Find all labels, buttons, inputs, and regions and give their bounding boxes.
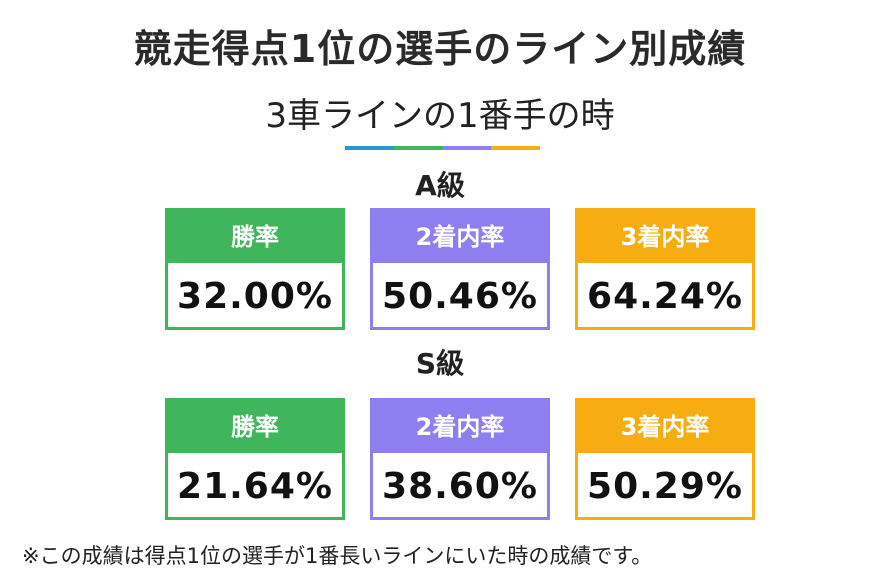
s-class-top2-rate-value: 38.60%: [382, 466, 538, 507]
s-class-top3-rate-label: 3着内率: [578, 401, 752, 453]
a-class-top3-rate-value: 64.24%: [587, 276, 743, 317]
a-class-top3-rate-label: 3着内率: [578, 211, 752, 263]
color-bar-green-segment: [393, 146, 443, 150]
s-class-win-rate-card: 勝率 21.64%: [165, 398, 345, 520]
s-class-win-rate-value: 21.64%: [177, 466, 333, 507]
s-class-win-rate-label: 勝率: [168, 401, 342, 453]
a-class-top2-rate-card: 2着内率 50.46%: [370, 208, 550, 330]
s-class-top3-rate-value: 50.29%: [587, 466, 743, 507]
page-title: 競走得点1位の選手のライン別成績: [133, 27, 747, 71]
page-subtitle: 3車ラインの1番手の時: [265, 96, 615, 136]
s-class-top3-rate-card: 3着内率 50.29%: [575, 398, 755, 520]
s-class-top2-rate-label: 2着内率: [373, 401, 547, 453]
footnote: ※この成績は得点1位の選手が1番長いラインにいた時の成績です。: [22, 544, 653, 568]
a-class-label: A級: [415, 169, 465, 202]
a-class-win-rate-label: 勝率: [168, 211, 342, 263]
s-class-label: S級: [415, 347, 465, 380]
a-class-top2-rate-value: 50.46%: [382, 276, 538, 317]
a-class-top2-rate-label: 2着内率: [373, 211, 547, 263]
a-class-win-rate-card: 勝率 32.00%: [165, 208, 345, 330]
a-class-top3-rate-card: 3着内率 64.24%: [575, 208, 755, 330]
color-bar-orange-segment: [491, 146, 540, 150]
color-accent-bar: [345, 146, 540, 150]
s-class-top2-rate-card: 2着内率 38.60%: [370, 398, 550, 520]
color-bar-purple-segment: [442, 146, 492, 150]
a-class-win-rate-value: 32.00%: [177, 276, 333, 317]
color-bar-blue-segment: [345, 146, 394, 150]
